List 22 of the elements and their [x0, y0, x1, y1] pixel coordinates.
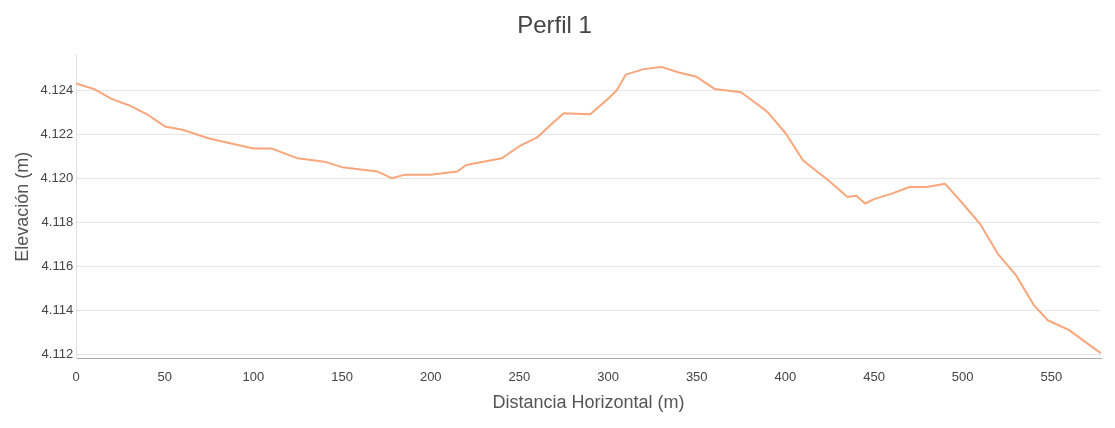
chart-title: Perfil 1 [517, 11, 592, 39]
x-tick-label: 50 [157, 369, 173, 385]
x-tick-label: 250 [508, 369, 531, 385]
y-tick-label: 4.124 [40, 81, 74, 97]
x-axis-title: Distancia Horizontal (m) [492, 392, 685, 413]
x-tick-label: 350 [685, 369, 708, 385]
y-tick-label: 4.114 [41, 301, 74, 317]
x-tick-label: 500 [951, 369, 974, 385]
y-tick-label: 4.122 [40, 125, 74, 141]
x-tick-label: 200 [419, 369, 442, 385]
x-tick-label: 550 [1040, 369, 1063, 385]
x-tick-label: 450 [863, 369, 885, 385]
y-tick-label: 4.112 [41, 345, 74, 361]
x-tick-label: 150 [331, 369, 353, 385]
y-axis-title: Elevación (m) [11, 151, 32, 262]
x-tick-label: 400 [774, 369, 797, 385]
x-tick-label: 0 [72, 369, 80, 385]
y-tick-label: 4.116 [41, 257, 74, 273]
y-tick-label: 4.118 [41, 213, 74, 229]
x-tick-label: 300 [597, 369, 619, 385]
y-tick-label: 4.120 [40, 169, 74, 185]
x-tick-label: 100 [242, 369, 265, 385]
